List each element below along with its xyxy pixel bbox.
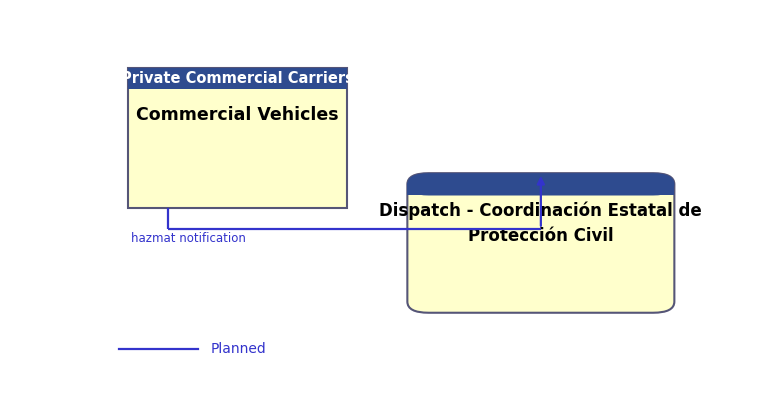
Text: hazmat notification: hazmat notification <box>132 232 246 245</box>
FancyBboxPatch shape <box>407 173 674 313</box>
Text: Planned: Planned <box>210 342 266 356</box>
Text: Private Commercial Carriers: Private Commercial Carriers <box>121 71 354 86</box>
FancyBboxPatch shape <box>407 183 674 196</box>
FancyBboxPatch shape <box>128 68 347 208</box>
FancyBboxPatch shape <box>407 173 674 196</box>
Text: Dispatch - Coordinación Estatal de
Protección Civil: Dispatch - Coordinación Estatal de Prote… <box>380 202 702 245</box>
FancyBboxPatch shape <box>128 68 347 89</box>
Text: Commercial Vehicles: Commercial Vehicles <box>136 106 339 124</box>
